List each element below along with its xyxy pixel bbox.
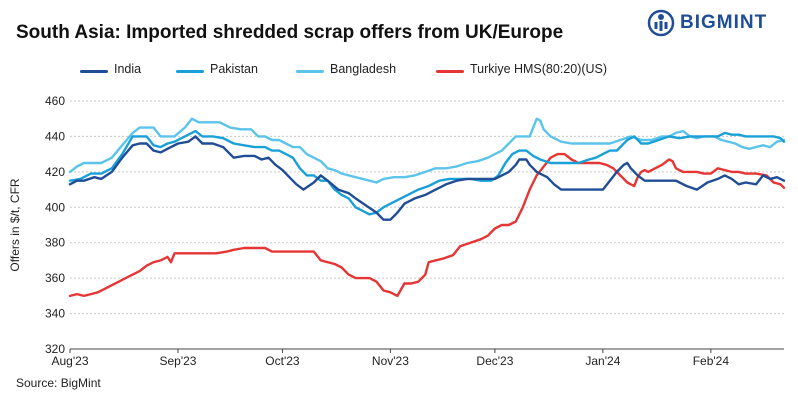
legend-swatch-pakistan [176,70,204,73]
series-line-india [68,135,786,221]
bigmint-logo-icon [647,9,675,37]
x-tick-label: Sep'23 [159,354,196,368]
y-tick-label: 440 [45,129,65,143]
chart-title: South Asia: Imported shredded scrap offe… [16,22,564,43]
brand-logo: BIGMINT [646,8,792,38]
legend-label-india: India [114,62,142,76]
y-tick-label: 320 [45,342,65,356]
series-line-turkiye [68,152,786,298]
brand-name: BIGMINT [680,12,768,33]
x-tick-label: Feb'24 [693,354,730,368]
series-line-pakistan [68,129,786,216]
y-tick-label: 420 [45,165,65,179]
y-tick-label: 380 [45,236,65,250]
chart-legend: India Pakistan Bangladesh Turkiye HMS(80… [0,62,798,80]
legend-label-bangladesh: Bangladesh [330,62,397,76]
y-tick-label: 400 [45,200,65,214]
y-axis-title: Offers in $/t, CFR [8,178,22,271]
x-tick-label: Aug'23 [52,354,89,368]
legend-swatch-turkiye [436,70,464,73]
x-tick-label: Jan'24 [585,354,620,368]
source-note: Source: BigMint [16,376,101,390]
x-tick-label: Dec'23 [476,354,513,368]
x-tick-label: Nov'23 [372,354,409,368]
y-tick-label: 460 [45,94,65,108]
series-line-bangladesh [68,117,786,184]
legend-swatch-bangladesh [296,70,324,73]
y-tick-label: 340 [45,307,65,321]
x-tick-label: Oct'23 [265,354,300,368]
legend-label-turkiye: Turkiye HMS(80:20)(US) [470,62,608,76]
legend-label-pakistan: Pakistan [210,62,258,76]
legend-swatch-india [80,70,108,73]
y-tick-label: 360 [45,271,65,285]
